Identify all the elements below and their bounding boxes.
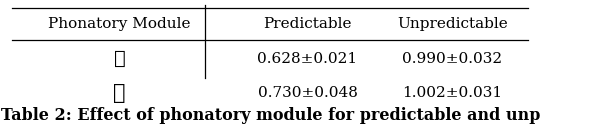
Text: 0.628±0.021: 0.628±0.021 bbox=[257, 52, 358, 66]
Text: Predictable: Predictable bbox=[263, 17, 352, 31]
Text: Unpredictable: Unpredictable bbox=[397, 17, 508, 31]
Text: 0.990±0.032: 0.990±0.032 bbox=[402, 52, 503, 66]
Text: ✗: ✗ bbox=[113, 83, 126, 103]
Text: Table 2: Effect of phonatory module for predictable and unp: Table 2: Effect of phonatory module for … bbox=[1, 106, 541, 124]
Text: Phonatory Module: Phonatory Module bbox=[48, 17, 191, 31]
Text: ✓: ✓ bbox=[114, 50, 125, 68]
Text: 1.002±0.031: 1.002±0.031 bbox=[402, 86, 503, 100]
Text: 0.730±0.048: 0.730±0.048 bbox=[258, 86, 358, 100]
